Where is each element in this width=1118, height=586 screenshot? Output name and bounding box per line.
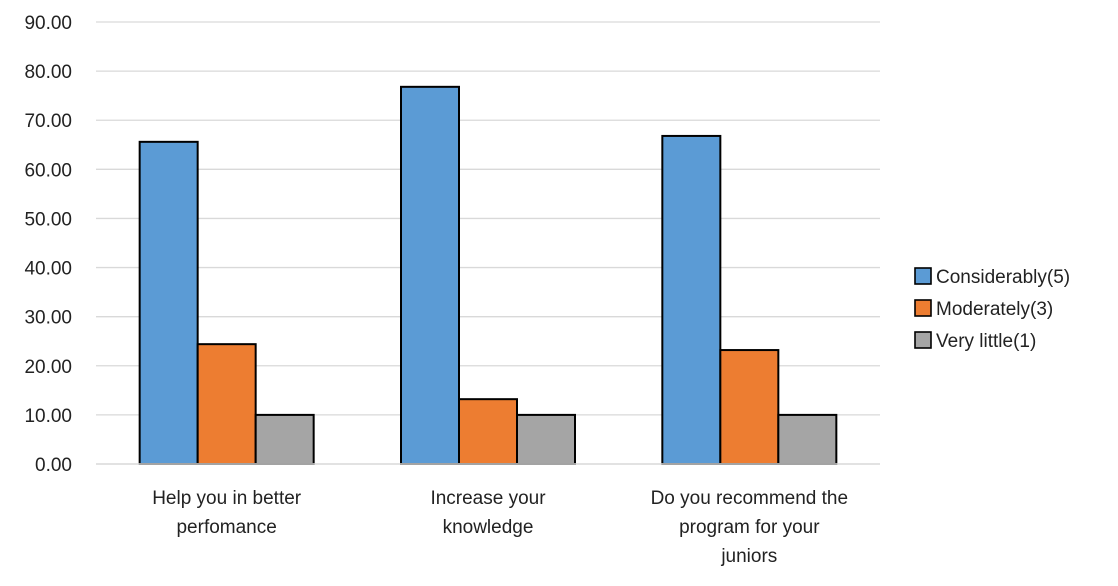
bar-1-2 [400, 85, 460, 466]
category-label-line: knowledge [443, 517, 534, 538]
category-label-line: juniors [720, 546, 777, 567]
bar-2-1 [196, 343, 257, 465]
legend-swatch-2 [914, 299, 932, 317]
y-tick-label: 0.00 [35, 455, 72, 476]
y-tick-label: 70.00 [24, 111, 72, 132]
bar-2-2 [458, 398, 518, 466]
bar-3-2 [516, 413, 576, 465]
category-label-2: Increase your knowledge [430, 488, 546, 538]
legend-label-3: Very little(1) [936, 331, 1036, 352]
category-label-line: perfomance [176, 517, 276, 538]
category-label-line: Help you in better [152, 488, 302, 509]
legend-swatch-3 [914, 331, 932, 349]
category-label-line: Increase your [430, 488, 546, 509]
legend-label-2: Moderately(3) [936, 299, 1053, 320]
bar-2-3 [719, 349, 780, 465]
y-tick-label: 40.00 [24, 259, 72, 280]
y-tick-label: 90.00 [24, 13, 72, 34]
y-tick-label: 10.00 [24, 406, 72, 427]
legend-swatch-1 [914, 267, 932, 285]
legend-label-1: Considerably(5) [936, 267, 1070, 288]
category-label-line: Do you recommend the [651, 488, 849, 509]
bar-1-1 [138, 140, 199, 465]
y-tick-label: 50.00 [24, 209, 72, 230]
bar-3-3 [777, 413, 838, 465]
y-tick-label: 80.00 [24, 62, 72, 83]
bar-3-1 [254, 413, 315, 465]
legend: Considerably(5) Moderately(3) Very little(… [914, 267, 1070, 352]
category-labels: Help you in better perfomance Increase you… [152, 488, 848, 567]
bar-1-3 [661, 134, 722, 465]
y-tick-label: 20.00 [24, 357, 72, 378]
category-label-line: program for your [679, 517, 820, 538]
bars [138, 85, 838, 466]
category-label-1: Help you in better perfomance [152, 488, 302, 538]
y-tick-label: 30.00 [24, 308, 72, 329]
y-axis-tick-labels: 0.00 10.00 20.00 30.00 40.00 50.00 60.00 70.00 8… [24, 13, 72, 476]
category-label-3: Do you recommend the program for your juni… [651, 488, 849, 567]
y-tick-label: 60.00 [24, 160, 72, 181]
